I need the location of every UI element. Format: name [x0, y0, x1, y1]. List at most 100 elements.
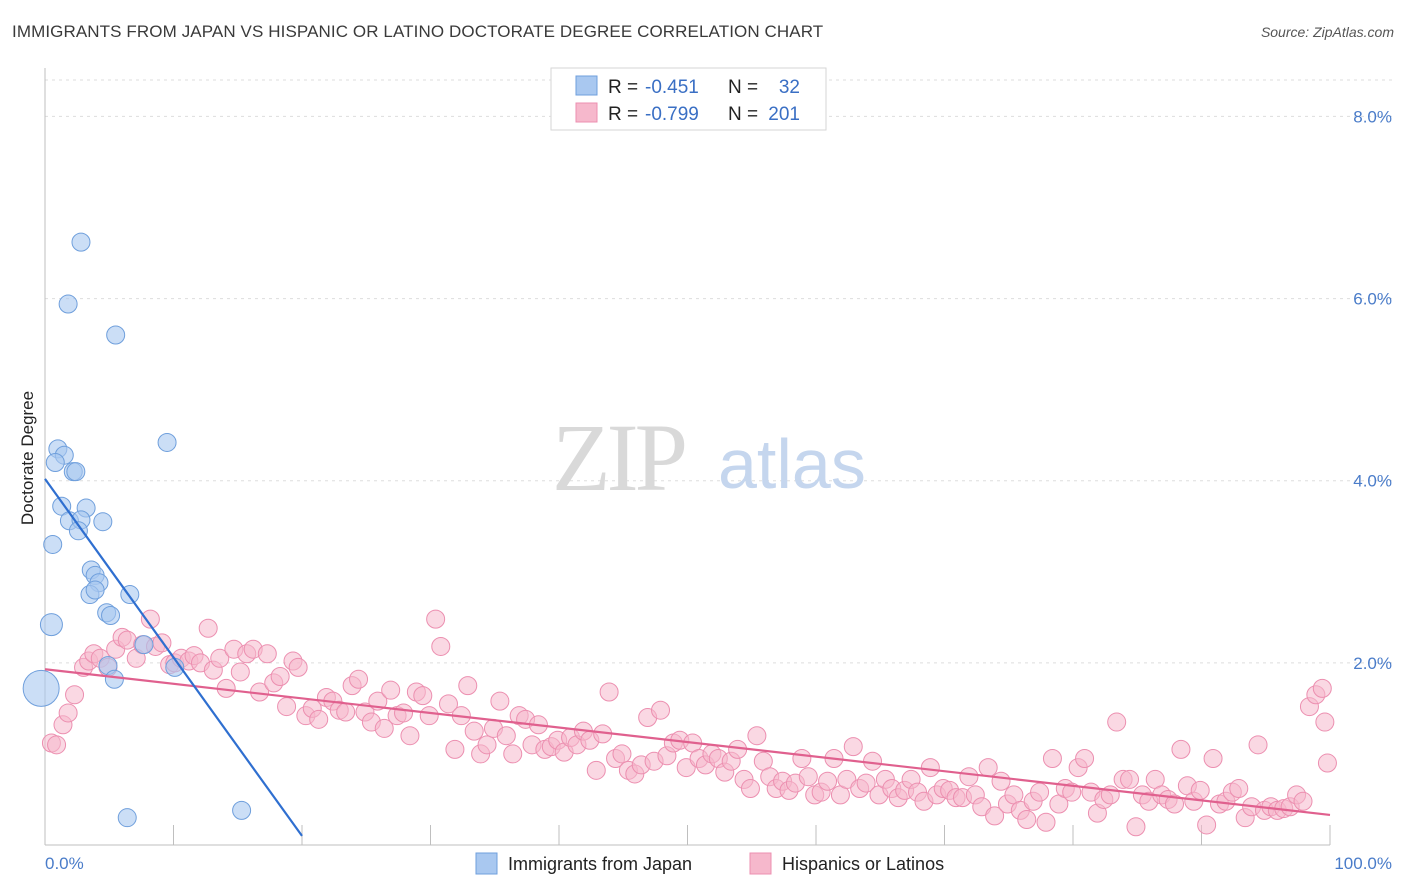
data-point-hispanic	[1075, 748, 1095, 768]
data-point-hispanic	[1062, 782, 1082, 802]
data-point-hispanic	[47, 735, 67, 755]
data-point-hispanic	[972, 797, 992, 817]
data-point-hispanic	[496, 726, 516, 746]
data-point-japan	[58, 294, 78, 314]
data-point-japan	[93, 512, 113, 532]
data-point-japan	[106, 325, 126, 345]
bottom-legend-series1: Immigrants from Japan	[508, 854, 692, 874]
legend-swatch-pink	[575, 102, 598, 123]
data-point-japan	[52, 496, 72, 516]
data-point-hispanic	[140, 609, 160, 629]
data-point-japan	[45, 453, 65, 472]
x-tick-label: 0.0%	[45, 854, 84, 873]
data-point-japan	[66, 462, 86, 482]
bottom-legend-series2: Hispanics or Latinos	[782, 854, 944, 874]
trend-lines	[44, 478, 1331, 837]
data-point-hispanic	[920, 758, 940, 778]
data-point-hispanic	[198, 618, 218, 638]
data-point-hispanic	[394, 703, 414, 723]
data-point-hispanic	[985, 806, 1005, 826]
bottom-legend: Immigrants from Japan Hispanics or Latin…	[475, 852, 944, 875]
legend-n-label: N =	[728, 77, 758, 98]
data-point-hispanic	[270, 667, 290, 687]
y-tick-label: 2.0%	[1353, 654, 1392, 673]
data-point-hispanic	[1312, 678, 1332, 698]
data-point-hispanic	[309, 709, 329, 729]
data-point-hispanic	[1317, 753, 1337, 773]
data-point-japan	[22, 669, 60, 707]
data-point-hispanic	[1248, 735, 1268, 755]
pink-points-group	[41, 609, 1337, 837]
bottom-legend-swatch-blue	[475, 852, 498, 875]
data-point-hispanic	[431, 636, 451, 656]
data-point-hispanic	[792, 748, 812, 768]
data-point-hispanic	[1190, 780, 1210, 800]
data-point-hispanic	[288, 657, 308, 677]
data-point-japan	[101, 606, 121, 625]
data-point-japan	[43, 534, 63, 554]
x-tick-labels: 0.0% 100.0%	[45, 854, 1392, 873]
data-point-japan	[39, 613, 63, 637]
data-point-hispanic	[1126, 817, 1146, 837]
data-point-hispanic	[445, 739, 465, 759]
data-point-hispanic	[818, 771, 838, 791]
data-point-hispanic	[458, 676, 478, 696]
data-point-hispanic	[1120, 769, 1140, 789]
legend-box: R = -0.451 N = 32 R = -0.799 N = 201	[550, 67, 827, 131]
data-point-hispanic	[464, 721, 484, 741]
data-point-hispanic	[257, 644, 277, 664]
data-point-hispanic	[336, 702, 356, 722]
data-point-hispanic	[837, 769, 857, 789]
legend-r-value: -0.451	[645, 77, 699, 98]
data-point-hispanic	[978, 758, 998, 778]
data-point-hispanic	[477, 735, 497, 755]
x-tick-label: 100.0%	[1334, 854, 1392, 873]
data-point-hispanic	[438, 694, 458, 714]
legend-r-label: R =	[608, 77, 638, 98]
data-point-hispanic	[210, 648, 230, 668]
data-point-japan	[71, 232, 91, 252]
data-point-hispanic	[856, 773, 876, 793]
data-point-hispanic	[1036, 812, 1056, 832]
data-point-hispanic	[798, 767, 818, 787]
data-point-hispanic	[349, 669, 369, 689]
legend-r-value: -0.799	[645, 104, 699, 125]
data-point-hispanic	[843, 737, 863, 757]
data-point-japan	[68, 521, 88, 541]
source-credit: Source: ZipAtlas.com	[1260, 24, 1394, 40]
bottom-legend-swatch-pink	[749, 852, 772, 875]
data-point-hispanic	[1017, 810, 1037, 829]
legend-n-label: N =	[728, 104, 758, 125]
data-point-hispanic	[1030, 782, 1050, 802]
data-point-hispanic	[747, 726, 767, 746]
data-point-hispanic	[676, 758, 696, 778]
data-point-hispanic	[586, 760, 606, 780]
y-tick-label: 8.0%	[1353, 107, 1392, 126]
blue-points-group	[22, 232, 252, 828]
legend-swatch-blue	[575, 75, 598, 96]
data-point-hispanic	[1315, 712, 1335, 732]
data-point-japan	[117, 808, 137, 828]
data-point-japan	[134, 635, 154, 655]
data-point-japan	[232, 800, 252, 820]
data-point-hispanic	[490, 691, 510, 711]
data-point-hispanic	[599, 682, 619, 702]
data-point-hispanic	[1197, 815, 1217, 835]
data-point-hispanic	[65, 685, 85, 705]
data-point-hispanic	[400, 726, 420, 746]
trend-line-hispanic	[44, 668, 1331, 817]
legend-r-label: R =	[608, 104, 638, 125]
data-point-hispanic	[58, 703, 78, 723]
data-point-hispanic	[1042, 748, 1062, 768]
y-axis-label: Doctorate Degree	[18, 391, 37, 525]
y-tick-labels: 2.0% 4.0% 6.0% 8.0%	[1353, 107, 1392, 672]
data-point-hispanic	[740, 779, 760, 799]
data-point-japan	[157, 432, 177, 452]
trend-line-japan	[44, 478, 303, 837]
data-point-hispanic	[419, 706, 439, 726]
watermark-zip: ZIP	[552, 404, 685, 511]
data-point-hispanic	[1171, 739, 1191, 759]
legend-n-value: 32	[779, 77, 800, 98]
legend-n-value: 201	[768, 104, 800, 125]
